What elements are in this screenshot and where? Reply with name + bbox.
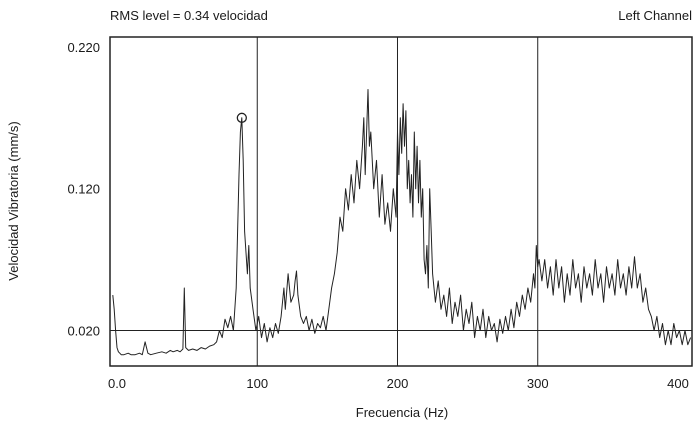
y-axis-label: Velocidad Vibratoria (mm/s) bbox=[6, 121, 21, 280]
peak-marker bbox=[236, 112, 247, 123]
x-tick-label: 400 bbox=[667, 376, 689, 391]
x-tick-label: 300 bbox=[527, 376, 549, 391]
x-axis-label: Frecuencia (Hz) bbox=[356, 405, 448, 420]
x-tick-label: 100 bbox=[246, 376, 268, 391]
series-layer bbox=[112, 89, 692, 356]
x-tick-label: 0.0 bbox=[108, 376, 126, 391]
series-line-0 bbox=[112, 89, 692, 356]
marker-layer bbox=[236, 112, 247, 123]
rms-level-label: RMS level = 0.34 velocidad bbox=[110, 8, 268, 23]
y-tick-label: 0.020 bbox=[67, 324, 100, 339]
y-tick-label: 0.120 bbox=[67, 182, 100, 197]
y-tick-label: 0.220 bbox=[67, 40, 100, 55]
x-tick-label: 200 bbox=[387, 376, 409, 391]
y-axis-ticks: 0.020 0.120 0.220 bbox=[67, 40, 100, 339]
channel-label: Left Channel bbox=[618, 8, 692, 23]
gridlines bbox=[110, 37, 692, 366]
x-axis-ticks: 0.0 100 200 300 400 bbox=[108, 376, 689, 391]
plot-frame bbox=[109, 36, 693, 367]
